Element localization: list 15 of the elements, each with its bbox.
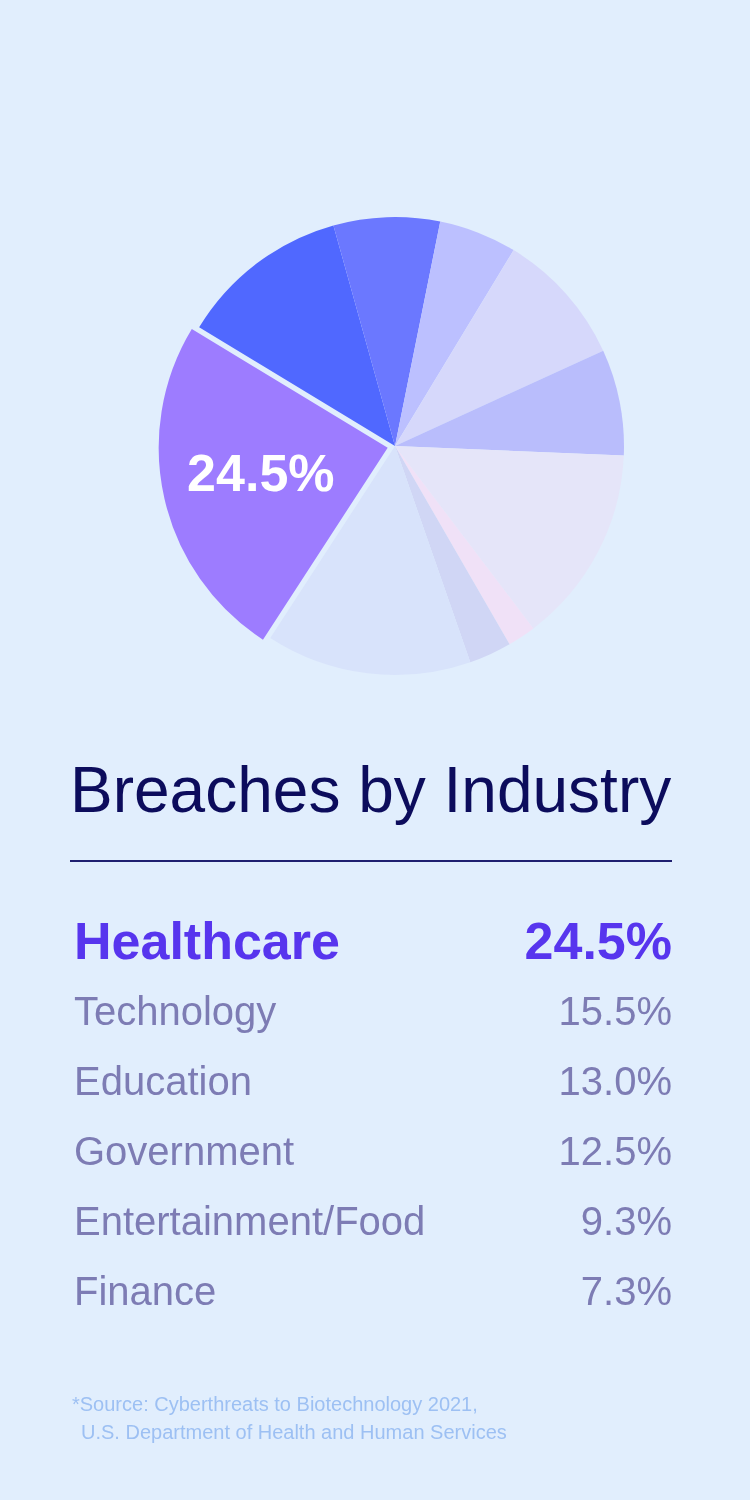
text: 15.5%: [558, 988, 672, 1035]
text: 12.5%: [558, 1128, 672, 1175]
text: Education: [74, 1058, 252, 1105]
text: Finance: [74, 1268, 217, 1315]
text: 7.3%: [580, 1268, 672, 1315]
text: Healthcare: [74, 911, 340, 972]
text: 13.0%: [558, 1058, 672, 1105]
text: 9.3%: [580, 1198, 672, 1245]
text: Government: [74, 1128, 295, 1175]
text: Entertainment/Food: [74, 1198, 426, 1245]
text: 24.5%: [524, 911, 672, 972]
data-label: 24.5%: [187, 444, 335, 503]
text: Breaches by Industry: [70, 754, 672, 826]
text: Technology: [74, 988, 277, 1035]
text: *Source: Cyberthreats to Biotechnology 2021, U.S. Department of Health and Human Services: [72, 1392, 507, 1445]
